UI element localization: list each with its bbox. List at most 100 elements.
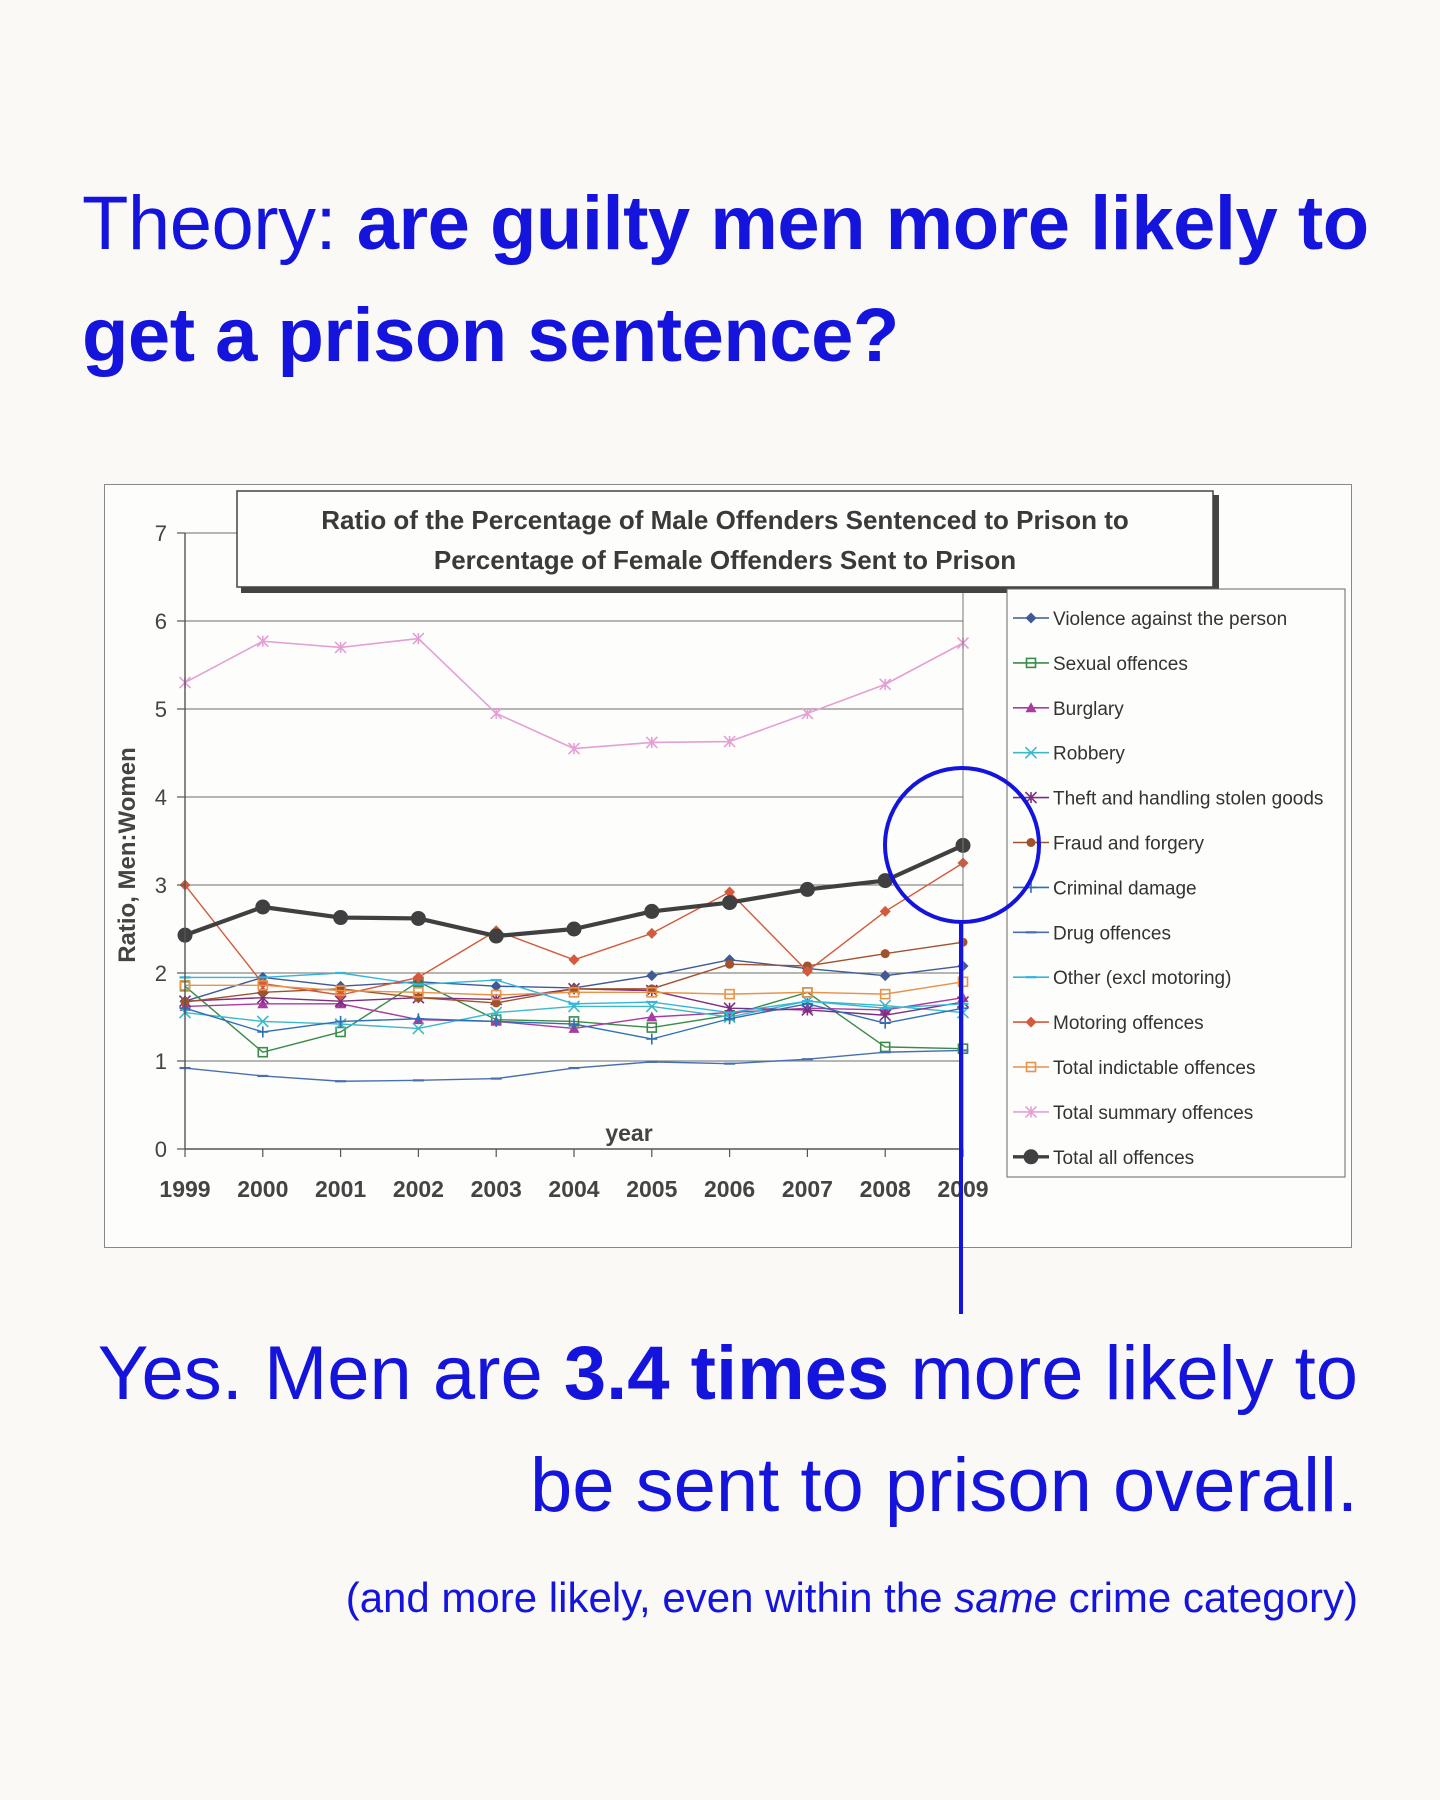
legend-label: Total indictable offences xyxy=(1053,1058,1255,1079)
answer-highlight: 3.4 times xyxy=(563,1331,890,1416)
data-point xyxy=(256,635,269,648)
legend-marker xyxy=(1025,612,1037,624)
legend-label: Robbery xyxy=(1053,744,1125,765)
y-tick-label: 6 xyxy=(155,609,167,634)
headline-question: are guilty men more likely to get a pris… xyxy=(82,181,1369,378)
data-point xyxy=(724,1013,736,1025)
data-point xyxy=(646,970,658,982)
answer-text: Yes. Men are 3.4 times more likely to be… xyxy=(58,1318,1358,1542)
x-tick-label: 2003 xyxy=(471,1176,522,1202)
data-point xyxy=(646,1011,658,1022)
data-point xyxy=(257,1046,269,1058)
legend-label: Total all offences xyxy=(1053,1148,1194,1169)
data-point xyxy=(490,707,503,720)
legend-entry: Sexual offences xyxy=(1013,654,1188,675)
legend-label: Motoring offences xyxy=(1053,1013,1204,1034)
answer-part1: Yes. Men are xyxy=(97,1331,543,1416)
y-tick-label: 2 xyxy=(155,961,167,986)
chart-title-box xyxy=(236,490,1214,588)
x-tick-label: 2001 xyxy=(315,1176,366,1202)
legend-marker xyxy=(1023,1149,1039,1165)
footnote: (and more likely, even within the same c… xyxy=(58,1574,1358,1622)
data-point xyxy=(412,971,424,983)
legend-label: Sexual offences xyxy=(1053,654,1188,675)
data-point xyxy=(723,735,736,748)
data-point xyxy=(255,899,271,915)
data-point xyxy=(799,881,815,897)
data-point xyxy=(724,988,735,1000)
legend-label: Fraud and forgery xyxy=(1053,834,1205,855)
data-point xyxy=(490,1015,502,1027)
data-point xyxy=(256,1015,269,1028)
legend-marker xyxy=(1026,838,1036,847)
data-point xyxy=(879,988,891,1000)
legend-label: Criminal damage xyxy=(1053,878,1197,899)
legend-label: Theft and handling stolen goods xyxy=(1053,789,1323,810)
data-point xyxy=(410,910,426,926)
x-tick-label: 2004 xyxy=(548,1176,599,1202)
legend-marker xyxy=(1024,1105,1038,1118)
legend-entry: Robbery xyxy=(1013,744,1125,765)
data-point xyxy=(722,895,738,911)
chart-title-line2: Percentage of Female Offenders Sent to P… xyxy=(434,545,1016,575)
footnote-after: crime category) xyxy=(1068,1574,1358,1621)
legend-label: Drug offences xyxy=(1053,923,1171,944)
y-axis-title: Ratio, Men:Women xyxy=(114,747,141,963)
legend-marker xyxy=(1025,1061,1037,1073)
data-point xyxy=(491,998,501,1008)
legend-label: Burglary xyxy=(1053,699,1124,720)
x-tick-label: 1999 xyxy=(159,1176,210,1202)
data-point xyxy=(257,980,269,991)
y-tick-label: 0 xyxy=(155,1137,167,1162)
x-axis-title: year xyxy=(605,1120,652,1146)
chart-title-line1: Ratio of the Percentage of Male Offender… xyxy=(321,505,1129,535)
data-point xyxy=(646,1022,658,1033)
data-point xyxy=(567,742,581,755)
data-point xyxy=(879,905,891,917)
data-point xyxy=(490,980,502,992)
data-point xyxy=(488,928,504,944)
data-point xyxy=(879,678,892,691)
data-point xyxy=(335,1015,347,1027)
data-point xyxy=(647,984,657,994)
data-point xyxy=(490,989,502,1001)
x-tick-label: 2006 xyxy=(704,1176,755,1202)
legend-entry: Fraud and forgery xyxy=(1013,834,1205,855)
series-total-indictable-offences xyxy=(179,976,969,1001)
legend-label: Total summary offences xyxy=(1053,1103,1253,1124)
data-point xyxy=(646,927,658,939)
data-point xyxy=(412,1013,424,1025)
legend-entry: Criminal damage xyxy=(1013,878,1197,899)
chart-legend xyxy=(1006,588,1346,1178)
y-tick-label: 4 xyxy=(155,785,167,810)
series-fraud-and-forgery xyxy=(180,937,968,1008)
x-tick-label: 2002 xyxy=(393,1176,444,1202)
ratio-line-chart: 0 1 2 3 4 5 6 7 1999 2000 2001 2002 2003 2004 2005 2006… xyxy=(114,490,1346,1202)
data-point xyxy=(333,910,349,926)
data-point xyxy=(880,949,890,959)
legend-marker xyxy=(1025,657,1037,669)
x-tick-label: 2005 xyxy=(626,1176,677,1202)
x-tick-label: 2007 xyxy=(782,1176,833,1202)
answer-part2: more likely to be sent to prison overall… xyxy=(529,1331,1358,1528)
legend-entry: Total indictable offences xyxy=(1013,1058,1255,1079)
data-point xyxy=(801,707,814,720)
data-point xyxy=(877,873,893,889)
data-point xyxy=(335,1026,346,1038)
data-point xyxy=(412,1022,425,1035)
data-point xyxy=(724,886,736,898)
data-point xyxy=(725,959,735,969)
legend-label: Violence against the person xyxy=(1053,609,1287,630)
data-point xyxy=(802,987,813,998)
data-point xyxy=(879,970,891,982)
data-point xyxy=(644,903,660,919)
data-point xyxy=(257,1026,269,1038)
headline-prefix: Theory: xyxy=(82,181,337,266)
y-tick-label: 7 xyxy=(155,521,167,546)
series-total-all-offences xyxy=(177,837,971,944)
data-point xyxy=(645,736,658,749)
data-point xyxy=(879,1017,891,1029)
legend-entry: Motoring offences xyxy=(1013,1013,1204,1034)
data-point xyxy=(257,998,269,1009)
